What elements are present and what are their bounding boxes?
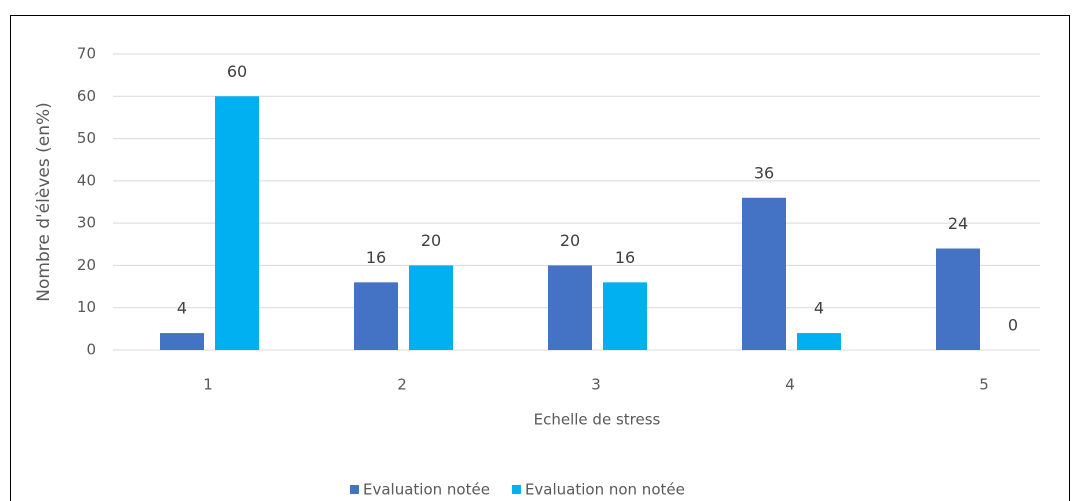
legend-label: Evaluation non notée: [525, 481, 685, 499]
bar: [354, 282, 398, 350]
bar: [797, 333, 841, 350]
data-label: 24: [948, 214, 968, 233]
y-tick-label: 0: [86, 341, 96, 359]
x-axis-title: Echelle de stress: [534, 411, 661, 429]
data-label: 4: [177, 299, 187, 318]
data-label: 20: [421, 231, 441, 250]
bar: [215, 96, 259, 351]
y-tick-label: 30: [77, 214, 96, 232]
legend-swatch: [350, 485, 359, 494]
y-tick-label: 20: [77, 256, 96, 274]
legend-swatch: [511, 485, 521, 494]
data-label: 4: [814, 299, 824, 318]
bar: [409, 265, 453, 350]
y-tick-label: 70: [77, 45, 96, 63]
legend-label: Evaluation notée: [363, 481, 490, 499]
data-label: 16: [615, 248, 635, 267]
y-tick-label: 10: [77, 298, 96, 316]
bar: [160, 333, 204, 350]
x-tick-label: 5: [979, 376, 989, 394]
x-tick-label: 2: [397, 376, 407, 394]
bar: [742, 197, 786, 350]
bar: [548, 265, 592, 350]
data-label: 36: [754, 163, 774, 182]
y-tick-label: 50: [77, 129, 96, 147]
x-tick-label: 1: [203, 376, 213, 394]
bar: [603, 282, 647, 350]
x-tick-label: 3: [591, 376, 601, 394]
bar: [936, 248, 980, 350]
y-axis-title: Nombre d'élèves (en%): [34, 102, 54, 301]
data-label: 60: [227, 62, 247, 81]
data-label: 0: [1008, 316, 1018, 335]
data-label: 20: [560, 231, 580, 250]
data-label: 16: [366, 248, 386, 267]
x-tick-label: 4: [785, 376, 795, 394]
y-tick-label: 60: [77, 87, 96, 105]
y-tick-label: 40: [77, 171, 96, 189]
